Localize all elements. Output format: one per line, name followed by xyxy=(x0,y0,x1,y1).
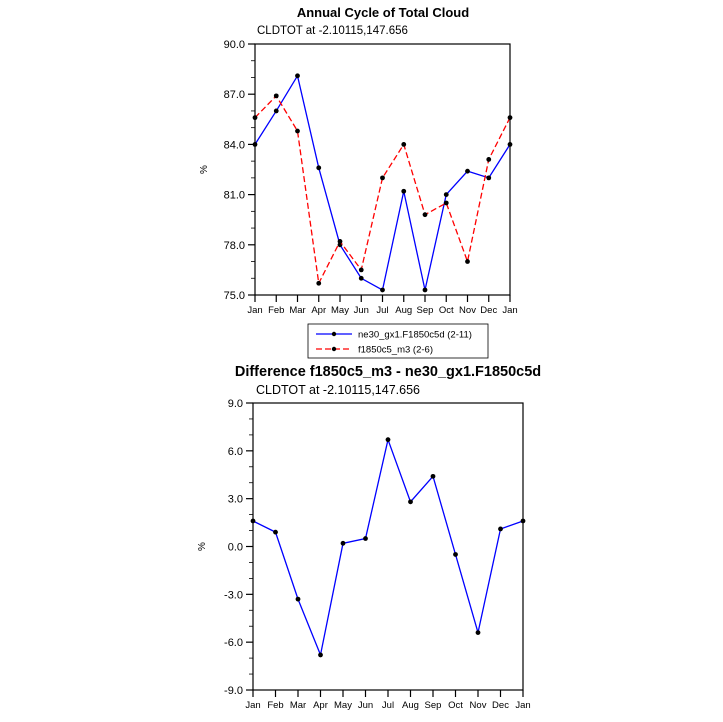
data-point-marker xyxy=(358,267,364,273)
top-chart-title: Annual Cycle of Total Cloud xyxy=(297,5,469,20)
x-tick-label: Nov xyxy=(459,305,476,316)
data-point-marker xyxy=(252,115,258,121)
x-tick-label: Nov xyxy=(470,700,487,711)
legend-box xyxy=(307,323,489,359)
data-point-marker xyxy=(465,259,470,264)
annual-cycle-chart: Annual Cycle of Total Cloud CLDTOT at -2… xyxy=(199,5,518,359)
x-tick-label: Jan xyxy=(245,700,260,711)
data-point-marker xyxy=(363,536,368,541)
y-tick-label: 75.0 xyxy=(224,290,245,302)
x-tick-label: Jul xyxy=(376,305,388,316)
data-point-marker xyxy=(401,142,407,147)
plot-frame xyxy=(252,402,524,691)
x-tick-label: Jan xyxy=(515,700,530,711)
top-chart-plot-area: 75.0 78.0 81.0 84.0 87.0 90.0 Jan Feb Mar Apr May J… xyxy=(199,39,518,359)
bottom-chart-title: Difference f1850c5_m3 - ne30_gx1.F1850c5… xyxy=(235,364,541,380)
data-point-marker xyxy=(520,518,526,524)
x-tick-label: Dec xyxy=(492,700,509,711)
data-point-marker xyxy=(475,630,481,635)
y-tick-label: 78.0 xyxy=(224,240,245,252)
x-tick-label: Sep xyxy=(425,700,442,711)
x-tick-label: Dec xyxy=(480,305,497,316)
y-axis-label: % xyxy=(197,542,208,551)
data-point-marker xyxy=(453,552,458,557)
top-chart-subtitle: CLDTOT at -2.10115,147.656 xyxy=(257,25,408,37)
y-tick-label: 84.0 xyxy=(224,139,245,151)
x-tick-label: Jan xyxy=(502,305,517,316)
x-tick-label: Oct xyxy=(439,305,454,316)
series-line xyxy=(252,437,524,658)
y-tick-label: 9.0 xyxy=(228,398,243,410)
legend-label: ne30_gx1.F1850c5d (2-11) xyxy=(358,330,472,341)
data-point-marker xyxy=(385,437,391,443)
legend-marker xyxy=(331,331,337,337)
x-tick-label: Feb xyxy=(268,305,284,316)
x-tick-label: Apr xyxy=(311,305,326,316)
x-tick-label: Mar xyxy=(290,700,306,711)
x-tick-label: Jun xyxy=(354,305,369,316)
data-point-marker xyxy=(337,239,343,244)
data-point-marker xyxy=(273,93,279,99)
data-point-marker xyxy=(507,142,513,147)
data-point-marker xyxy=(380,175,385,181)
data-point-marker xyxy=(507,115,513,121)
data-point-marker xyxy=(465,168,470,174)
x-tick-label: May xyxy=(334,700,352,711)
y-tick-label: -3.0 xyxy=(224,589,243,601)
y-tick-label: 90.0 xyxy=(224,39,245,51)
data-point-marker xyxy=(295,73,300,79)
data-point-marker xyxy=(401,188,407,194)
data-point-marker xyxy=(422,212,428,218)
series-line xyxy=(254,74,511,291)
bottom-chart-subtitle: CLDTOT at -2.10115,147.656 xyxy=(256,383,420,397)
data-point-marker xyxy=(273,108,279,114)
x-tick-label: Oct xyxy=(448,700,463,711)
data-point-marker xyxy=(295,596,301,602)
y-tick-label: 87.0 xyxy=(224,89,245,101)
bottom-chart-plot-area: -9.0 -6.0 -3.0 0.0 3.0 6.0 9.0 Jan Feb Mar Apr May J… xyxy=(197,398,531,711)
data-point-marker xyxy=(408,499,413,505)
y-tick-label: 0.0 xyxy=(228,542,243,554)
x-tick-label: Feb xyxy=(267,700,283,711)
legend-marker xyxy=(331,346,337,352)
data-point-marker xyxy=(422,287,428,293)
data-point-marker xyxy=(430,473,436,479)
data-point-marker xyxy=(316,280,322,286)
x-tick-label: Aug xyxy=(395,305,412,316)
data-point-marker xyxy=(443,192,449,198)
y-tick-label: -6.0 xyxy=(224,637,243,649)
x-tick-label: Apr xyxy=(313,700,328,711)
x-tick-label: Jan xyxy=(247,305,262,316)
x-tick-label: Jul xyxy=(382,700,394,711)
data-point-marker xyxy=(340,540,346,546)
x-tick-label: Aug xyxy=(402,700,419,711)
data-point-marker xyxy=(273,529,278,535)
data-point-marker xyxy=(486,175,492,181)
data-point-marker xyxy=(380,287,385,293)
x-tick-label: Sep xyxy=(417,305,434,316)
x-tick-label: Mar xyxy=(289,305,305,316)
y-axis-label: % xyxy=(199,165,210,174)
data-point-marker xyxy=(316,165,322,171)
difference-chart: Difference f1850c5_m3 - ne30_gx1.F1850c5… xyxy=(197,364,541,711)
legend-label: f1850c5_m3 (2-6) xyxy=(358,345,433,356)
x-tick-label: Jun xyxy=(358,700,373,711)
y-tick-label: 3.0 xyxy=(228,494,243,506)
series-line xyxy=(254,94,511,286)
y-tick-label: 6.0 xyxy=(228,446,243,458)
data-point-marker xyxy=(358,275,364,281)
data-point-marker xyxy=(252,142,258,147)
data-point-marker xyxy=(250,518,256,524)
data-point-marker xyxy=(498,526,503,532)
y-tick-label: -9.0 xyxy=(224,685,243,697)
data-point-marker xyxy=(486,157,492,162)
data-point-marker xyxy=(295,128,300,134)
data-point-marker xyxy=(318,652,323,658)
data-point-marker xyxy=(443,200,449,206)
x-tick-label: May xyxy=(331,305,349,316)
y-tick-label: 81.0 xyxy=(224,190,245,202)
